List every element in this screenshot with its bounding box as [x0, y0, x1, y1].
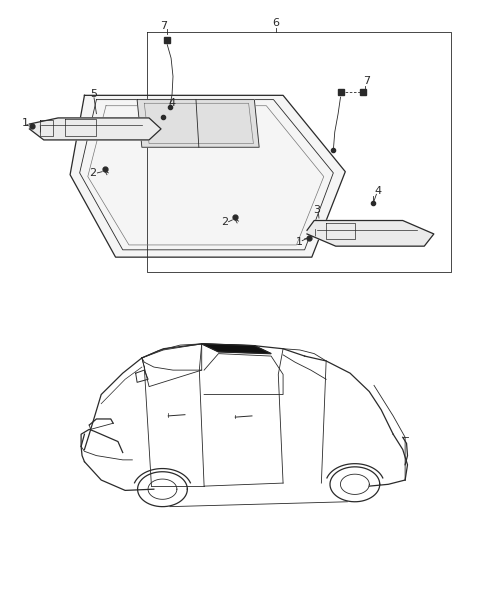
Text: 4: 4 — [374, 186, 382, 196]
Text: 2: 2 — [89, 168, 96, 178]
Polygon shape — [29, 118, 161, 140]
Polygon shape — [307, 220, 434, 246]
Text: 5: 5 — [91, 89, 97, 99]
Text: 4: 4 — [168, 99, 176, 108]
Polygon shape — [70, 95, 345, 257]
Text: 1: 1 — [296, 237, 303, 247]
Polygon shape — [137, 100, 259, 147]
Text: 1: 1 — [22, 118, 29, 128]
Text: 7: 7 — [160, 21, 167, 31]
Text: 6: 6 — [272, 18, 279, 28]
Polygon shape — [202, 344, 271, 354]
Text: 7: 7 — [363, 76, 371, 86]
Text: 2: 2 — [221, 217, 228, 226]
Text: 3: 3 — [313, 204, 320, 215]
